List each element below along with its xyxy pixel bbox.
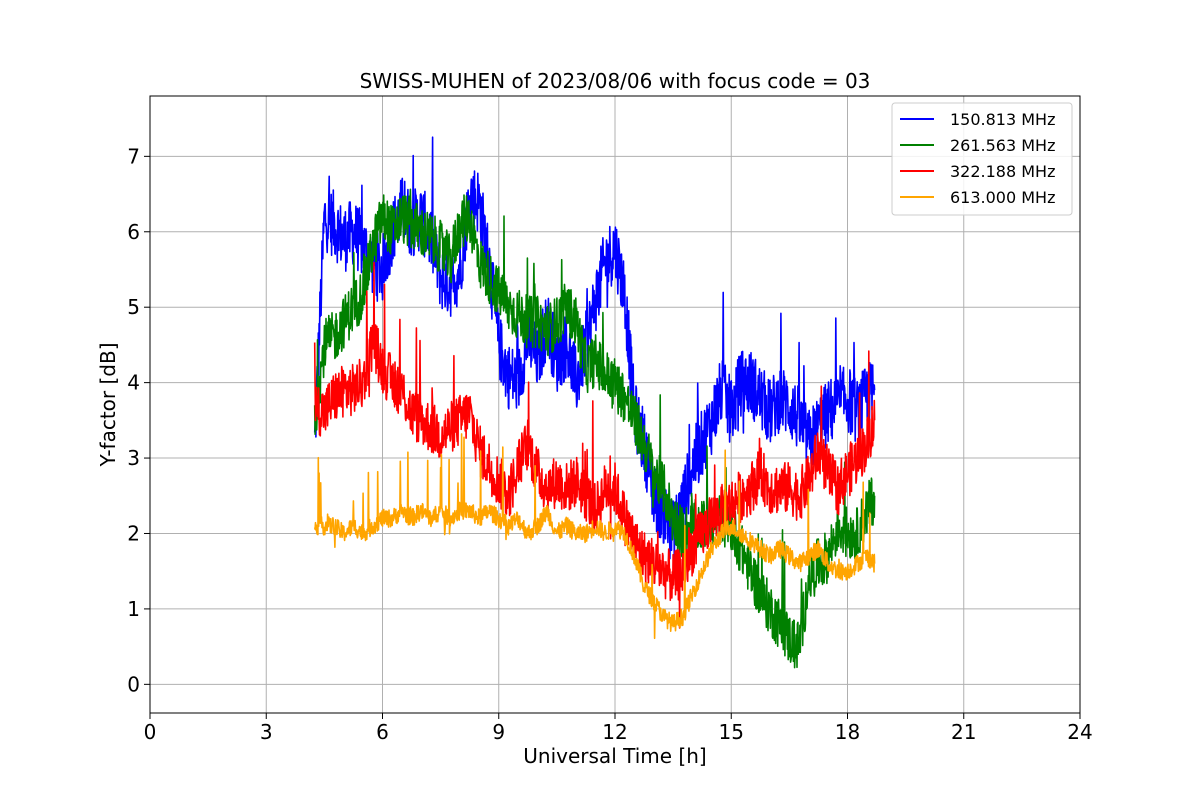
y-tick-label: 3 [127,446,140,470]
x-axis-label: Universal Time [h] [523,744,706,768]
legend-label: 150.813 MHz [950,110,1055,129]
y-tick-label: 4 [127,371,140,395]
x-tick-label: 6 [376,720,389,744]
legend-box [891,102,1073,216]
legend-label: 322.188 MHz [950,162,1055,181]
x-tick-label: 9 [492,720,505,744]
x-tick-label: 0 [144,720,157,744]
x-tick-label: 15 [719,720,744,744]
legend-label: 613.000 MHz [950,188,1055,207]
y-tick-label: 5 [127,295,140,319]
y-tick-label: 2 [127,521,140,545]
x-tick-label: 12 [602,720,627,744]
y-tick-label: 0 [127,672,140,696]
legend-label: 261.563 MHz [950,136,1055,155]
series-line-613-000-mhz [313,433,876,640]
series-line-322-188-mhz [313,261,876,629]
x-tick-label: 18 [835,720,860,744]
y-tick-label: 1 [127,597,140,621]
y-axis-label: Y-factor [dB] [96,342,120,467]
x-tick-label: 21 [951,720,976,744]
y-tick-label: 7 [127,144,140,168]
series-line-261-563-mhz [313,188,876,669]
series-layer [313,136,876,669]
x-tick-label: 3 [260,720,273,744]
y-tick-label: 6 [127,220,140,244]
chart-title: SWISS-MUHEN of 2023/08/06 with focus cod… [360,69,871,93]
x-tick-label: 24 [1067,720,1092,744]
legend: 150.813 MHz 261.563 MHz 322.188 MHz 613.000… [891,102,1073,216]
